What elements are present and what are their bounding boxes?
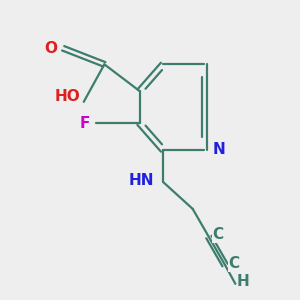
Text: HN: HN [129,173,154,188]
Text: H: H [237,274,250,289]
Text: C: C [212,227,224,242]
Text: N: N [213,142,226,158]
Text: HO: HO [55,89,81,104]
Text: O: O [44,41,57,56]
Text: F: F [79,116,90,131]
Text: C: C [229,256,240,271]
